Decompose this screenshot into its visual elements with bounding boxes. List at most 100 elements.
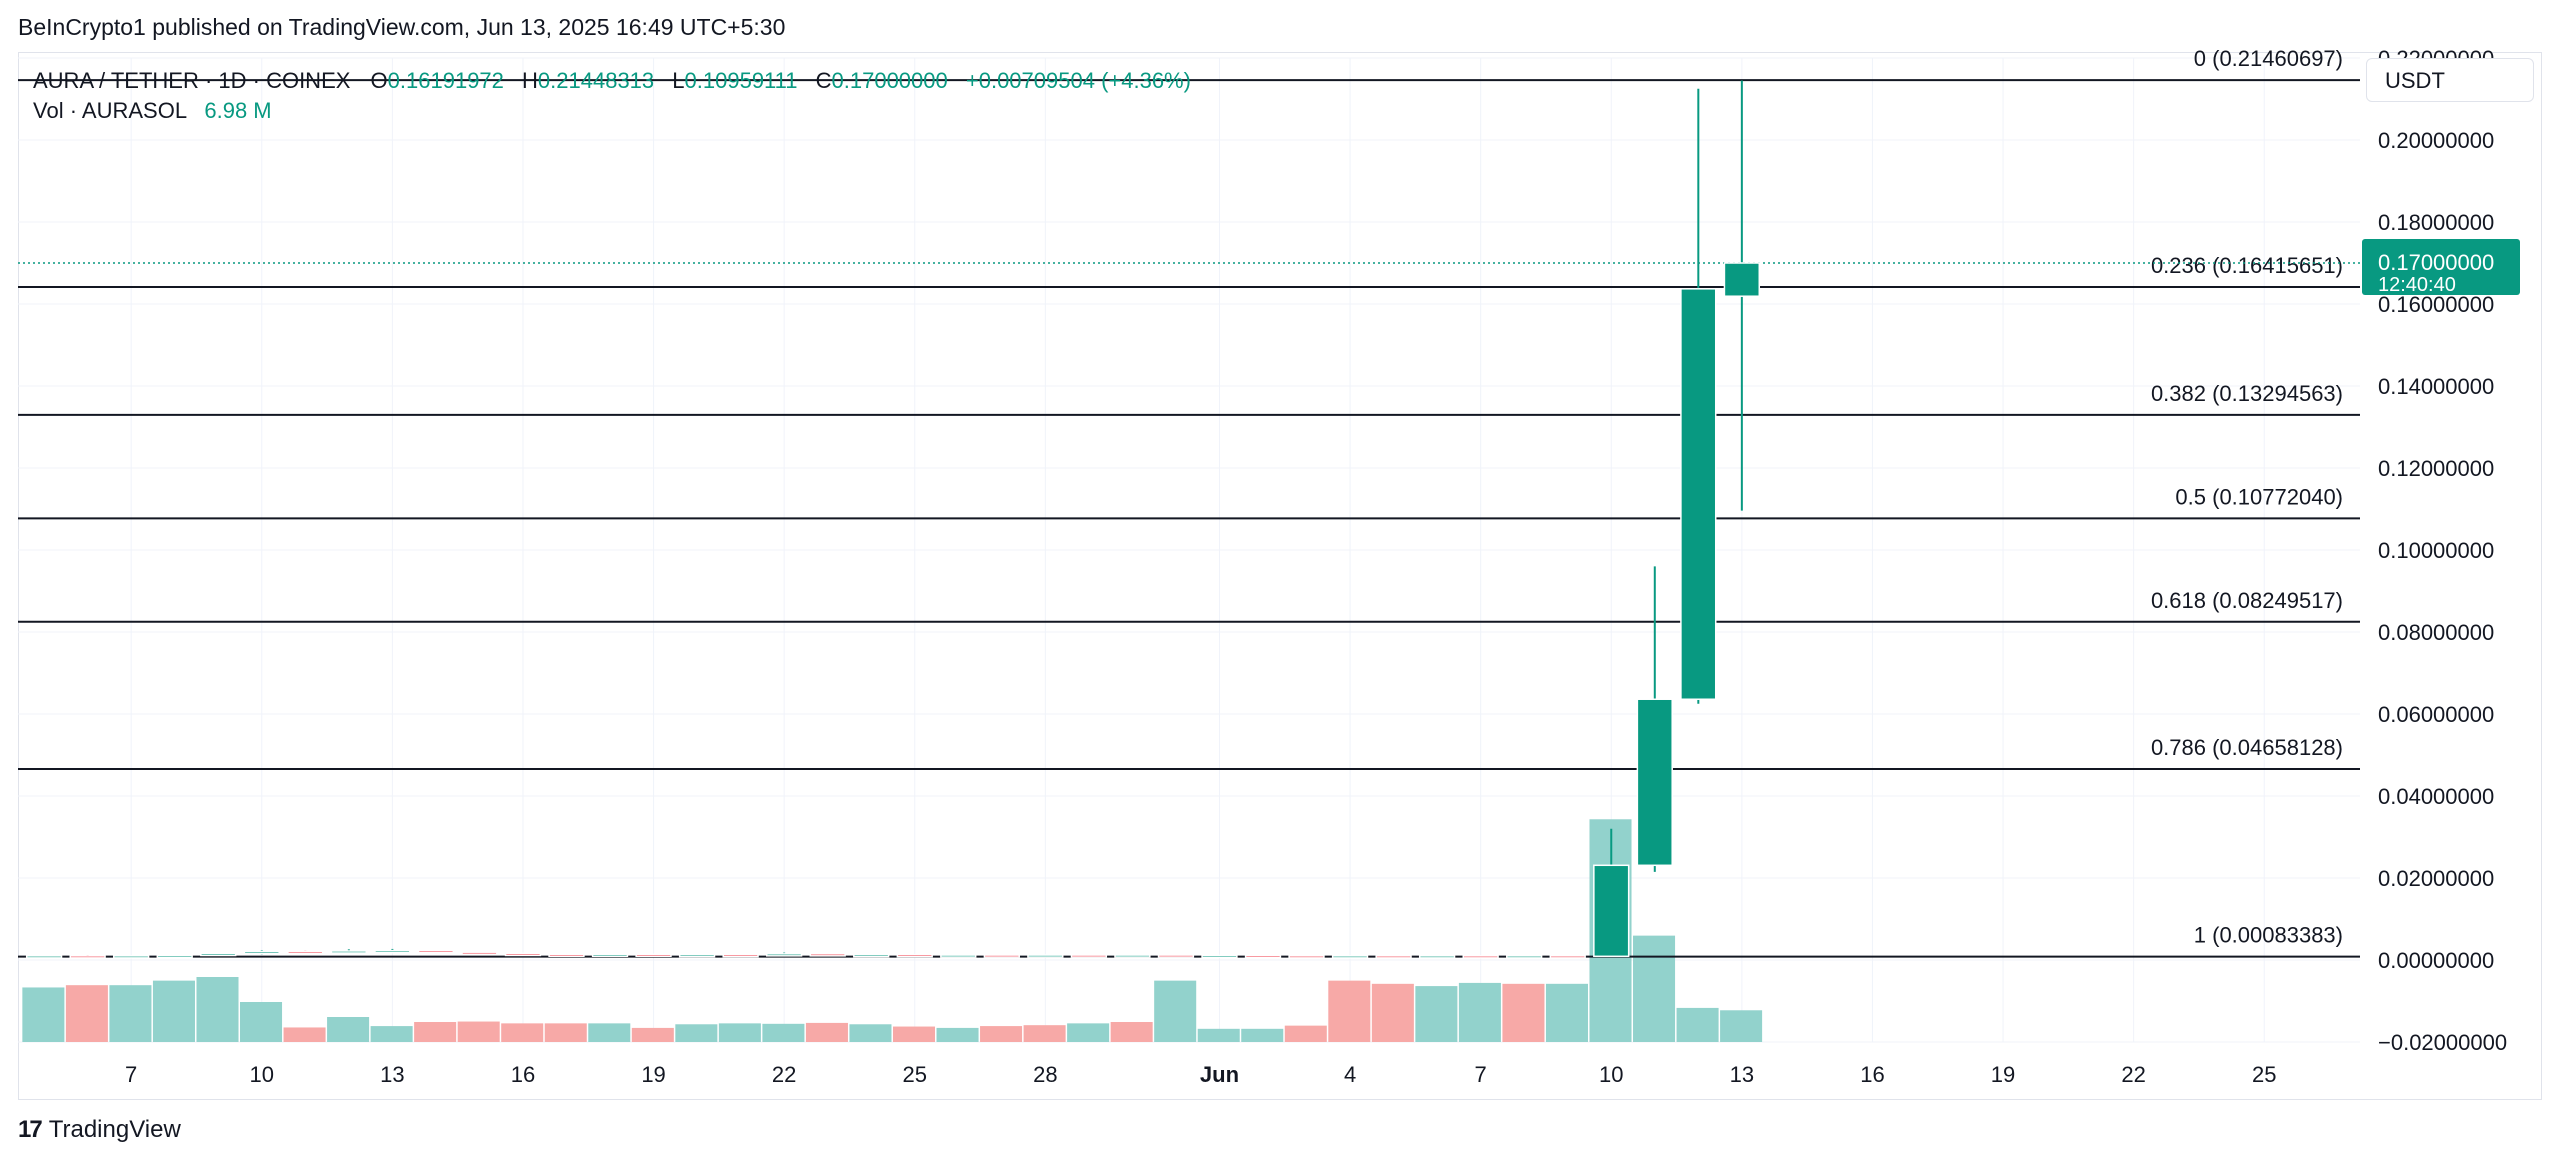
volume-bar xyxy=(457,1021,500,1042)
open-label: O xyxy=(370,68,388,93)
y-axis-tick-label: 0.04000000 xyxy=(2378,784,2494,809)
volume-bar xyxy=(1371,983,1414,1042)
y-axis-tick-label: 0.20000000 xyxy=(2378,128,2494,153)
candle-body xyxy=(113,955,150,959)
y-axis-tick-label: 0.18000000 xyxy=(2378,210,2494,235)
low-value: 0.10959111 xyxy=(684,68,798,93)
candle-body xyxy=(1506,955,1543,959)
fib-level-label: 0 (0.21460697) xyxy=(2194,46,2343,71)
volume-bar xyxy=(1633,935,1676,1042)
volume-bar xyxy=(631,1027,674,1042)
candle-body xyxy=(1462,955,1499,959)
y-axis-tick-label: 0.10000000 xyxy=(2378,538,2494,563)
y-axis-tick-label: 0.16000000 xyxy=(2378,292,2494,317)
volume-bar xyxy=(936,1027,979,1042)
candle-body xyxy=(330,950,368,954)
chart-frame xyxy=(18,52,2542,1100)
volume-bar xyxy=(283,1027,326,1042)
candle-body xyxy=(1331,955,1369,959)
change-value: +0.00709504 (+4.36%) xyxy=(965,68,1191,93)
symbol-title[interactable]: AURA / TETHER · 1D · COINEX xyxy=(33,68,351,93)
bar-countdown: 12:40:40 xyxy=(2378,274,2456,296)
candle-body xyxy=(1070,954,1108,958)
candle-body xyxy=(461,951,498,955)
candle-body xyxy=(635,953,672,958)
candle-body xyxy=(591,953,629,958)
candle-body xyxy=(1114,954,1151,958)
y-axis-tick-label: −0.02000000 xyxy=(2378,1030,2507,1055)
volume-bar xyxy=(240,1002,283,1042)
volume-bar xyxy=(1197,1028,1240,1042)
candle-body xyxy=(1418,955,1456,959)
x-axis-tick-label: 16 xyxy=(511,1062,535,1087)
low-label: L xyxy=(672,68,685,93)
candle-body xyxy=(1244,954,1282,959)
volume-row: Vol · AURASOL 6.98 M xyxy=(33,96,1191,126)
candle-body xyxy=(69,955,106,959)
volume-bar xyxy=(65,985,108,1042)
candle-body xyxy=(287,950,324,955)
x-axis-tick-label: 16 xyxy=(1860,1062,1884,1087)
publish-attribution: BeInCrypto1 published on TradingView.com… xyxy=(18,14,786,40)
candle-body xyxy=(200,952,237,957)
volume-bar xyxy=(196,977,239,1042)
candle-body xyxy=(1723,262,1761,297)
candle-body xyxy=(765,953,803,957)
fib-level-label: 0.618 (0.08249517) xyxy=(2151,588,2343,613)
volume-bar xyxy=(1284,1025,1327,1042)
candle-body xyxy=(1027,954,1064,958)
candle-body xyxy=(25,955,63,959)
volume-bar xyxy=(1458,982,1501,1042)
x-axis-tick-label: 10 xyxy=(250,1062,274,1087)
candle-body xyxy=(548,953,585,958)
volume-bar xyxy=(849,1024,892,1042)
candle-body xyxy=(896,953,933,958)
x-axis-tick-label: 19 xyxy=(641,1062,665,1087)
volume-bar xyxy=(762,1023,805,1042)
volume-bar xyxy=(718,1023,761,1042)
candle-body xyxy=(1680,288,1717,700)
currency-selector[interactable]: USDT xyxy=(2366,58,2534,102)
volume-bar xyxy=(370,1026,413,1042)
x-axis-tick-label: 7 xyxy=(1475,1062,1487,1087)
volume-bar xyxy=(1154,980,1197,1042)
close-label: C xyxy=(815,68,832,93)
volume-bar xyxy=(1415,986,1458,1042)
candle-body xyxy=(1201,954,1238,959)
volume-bar xyxy=(152,980,195,1042)
candle-body xyxy=(243,950,280,955)
candle-body xyxy=(156,954,193,959)
fib-level-label: 0.786 (0.04658128) xyxy=(2151,735,2343,760)
volume-bar xyxy=(544,1023,587,1042)
candle-body xyxy=(1636,698,1673,867)
x-axis-tick-label: 25 xyxy=(2252,1062,2276,1087)
y-axis-tick-label: 0.14000000 xyxy=(2378,374,2494,399)
volume-bar xyxy=(1328,980,1371,1042)
y-axis-tick-label: 0.02000000 xyxy=(2378,866,2494,891)
candle-body xyxy=(504,952,542,957)
candle-body xyxy=(853,953,890,958)
x-axis-tick-label: 22 xyxy=(772,1062,796,1087)
tradingview-logo[interactable]: 17 TradingView xyxy=(18,1116,181,1144)
candle-body xyxy=(1593,864,1630,958)
volume-bar xyxy=(1545,983,1588,1042)
tradingview-brand-name: TradingView xyxy=(48,1116,181,1143)
x-axis-tick-label: 19 xyxy=(1991,1062,2015,1087)
volume-bar xyxy=(1241,1028,1284,1042)
candle-body xyxy=(1549,955,1586,959)
volume-bar xyxy=(675,1024,718,1042)
volume-bar xyxy=(109,985,152,1042)
tradingview-logo-icon: 17 xyxy=(18,1116,43,1143)
x-axis-tick-label: 4 xyxy=(1344,1062,1356,1087)
fib-level-label: 0.5 (0.10772040) xyxy=(2175,484,2343,509)
volume-label[interactable]: Vol · AURASOL xyxy=(33,98,187,123)
volume-bar xyxy=(414,1022,457,1042)
high-value: 0.21448313 xyxy=(537,68,655,93)
candle-body xyxy=(1375,955,1412,959)
y-axis-tick-label: 0.08000000 xyxy=(2378,620,2494,645)
x-axis-tick-label: 7 xyxy=(125,1062,137,1087)
x-axis-tick-label: 10 xyxy=(1599,1062,1623,1087)
fib-level-label: 0.382 (0.13294563) xyxy=(2151,381,2343,406)
candle-body xyxy=(1288,955,1325,959)
